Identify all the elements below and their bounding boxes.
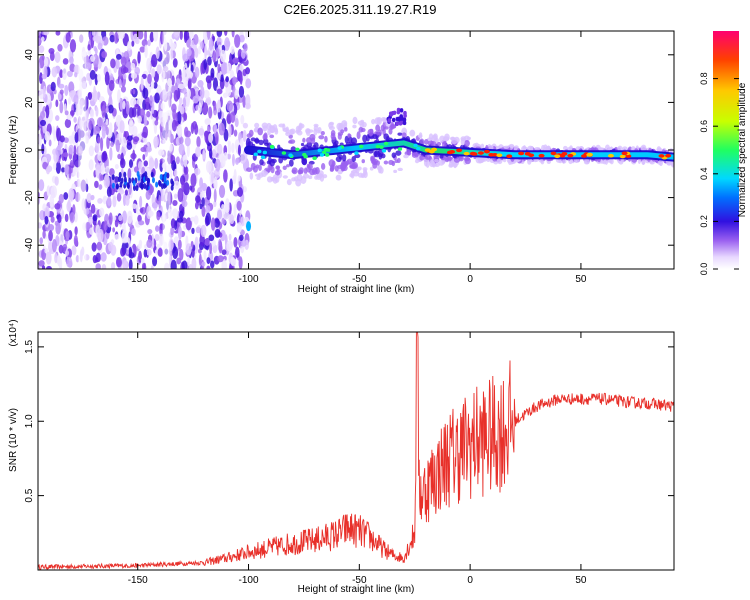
colorbar-tick-label: 0.4	[699, 168, 709, 181]
colorbar-tick-label: 0.6	[699, 120, 709, 133]
snr-y-tick-label: 1.0	[24, 414, 35, 428]
spectrogram-x-tick-label: -50	[352, 274, 367, 285]
spectrogram-y-tick-label: 0	[24, 147, 35, 153]
colorbar-tick-label: 0.8	[699, 72, 709, 85]
spectrogram-y-tick-label: -20	[24, 190, 35, 205]
snr-y-label: SNR (10 * v/v)	[8, 408, 19, 472]
snr-series-line	[38, 332, 674, 570]
snr-y-scale-label: (x10⁴)	[8, 319, 19, 346]
snr-x-tick-label: -150	[128, 575, 148, 586]
spectrogram-x-tick-label: -150	[128, 274, 148, 285]
spectrogram-x-tick-label: 50	[575, 274, 587, 285]
spectrogram-heatmap	[38, 31, 674, 269]
spectrogram-x-tick-label: 0	[467, 274, 473, 285]
colorbar	[713, 31, 739, 269]
snr-x-label: Height of straight line (km)	[298, 584, 415, 595]
snr-x-tick-label: 50	[575, 575, 587, 586]
snr-y-tick-label: 0.5	[24, 488, 35, 502]
spectrogram-y-tick-label: 20	[24, 96, 35, 108]
spectrogram-y-label: Frequency (Hz)	[8, 116, 19, 185]
spectrogram-x-label: Height of straight line (km)	[298, 284, 415, 295]
colorbar-tick-label: 0.2	[699, 215, 709, 228]
snr-x-tick-label: -100	[239, 575, 259, 586]
snr-x-tick-label: -50	[352, 575, 367, 586]
spectrogram-y-tick-label: -40	[24, 238, 35, 253]
snr-y-tick-label: 1.5	[24, 339, 35, 353]
snr-x-tick-label: 0	[467, 575, 473, 586]
spectrogram-x-tick-label: -100	[239, 274, 259, 285]
colorbar-label: Normalized spectral amplitude	[737, 82, 748, 217]
spectrogram-y-tick-label: 40	[24, 49, 35, 61]
colorbar-tick-label: 0.0	[699, 263, 709, 276]
figure-title: C2E6.2025.311.19.27.R19	[283, 2, 437, 17]
